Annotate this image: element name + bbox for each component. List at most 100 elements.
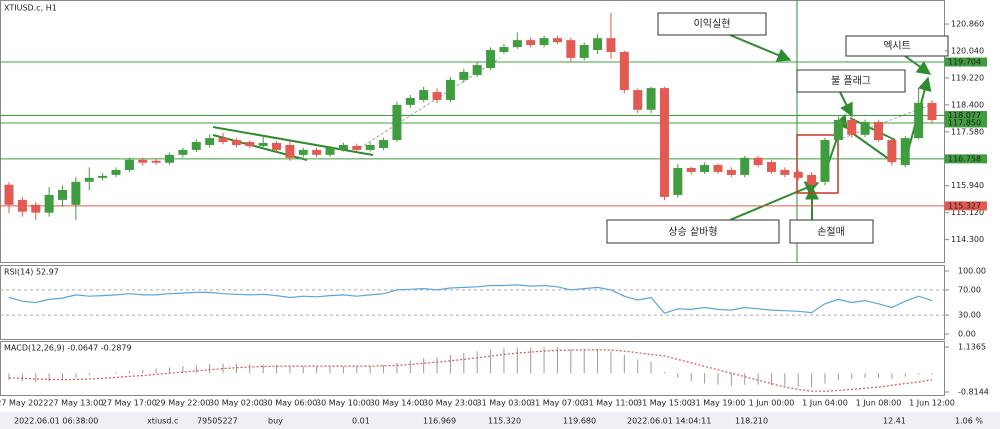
status-field: 2022.06.01 14:04:11	[627, 417, 711, 426]
y-tick-label: 30.00	[958, 311, 981, 320]
candle-body	[927, 102, 937, 121]
macd-title: MACD(12,26,9) -0.0647 -0.2879	[4, 344, 132, 353]
status-field: 79505227	[197, 417, 238, 426]
level-tag	[945, 201, 987, 211]
candle-body	[486, 49, 496, 69]
candle-body	[713, 165, 723, 172]
y-tick-label: -0.8144	[958, 388, 989, 397]
status-bar	[0, 412, 1000, 429]
candle-body	[245, 142, 255, 146]
candle-body	[526, 40, 536, 46]
candle-body	[285, 144, 295, 158]
candle-body	[566, 40, 576, 58]
x-tick-label: 30 May 06:00	[262, 399, 317, 408]
level-label: 118.077	[948, 111, 981, 120]
candle-body	[124, 159, 134, 170]
candle-body	[298, 149, 308, 155]
candle-body	[31, 204, 41, 213]
candle-body	[191, 142, 201, 150]
candle-body	[753, 157, 763, 166]
candle-body	[432, 92, 442, 100]
candle-body	[700, 165, 710, 172]
level-label: 117.850	[948, 118, 981, 127]
status-field: 115.320	[488, 417, 521, 426]
candle-body	[379, 140, 389, 148]
chart-title: XTIUSD.c, H1	[4, 4, 57, 13]
y-tick-label: 120.040	[951, 46, 984, 55]
candle-body	[766, 162, 776, 172]
status-field: 2022.06.01 06:38:00	[14, 417, 98, 426]
candle-body	[539, 38, 549, 46]
candle-body	[740, 157, 750, 175]
y-tick-label: 120.860	[951, 20, 984, 29]
annotation: 불 플래그	[831, 75, 871, 87]
candle-body	[847, 120, 857, 135]
status-field: 118.210	[735, 417, 768, 426]
level-tag	[945, 154, 987, 164]
candle-body	[4, 184, 14, 205]
level-tag	[945, 118, 987, 128]
annotations: 이익실현 엑시트 불 플래그 상승 샅바형 손절매	[606, 12, 949, 244]
candle-body	[726, 169, 736, 175]
rsi-title: RSI(14) 52.97	[4, 268, 59, 277]
candle-body	[111, 169, 121, 175]
candle-body	[17, 199, 27, 212]
candle-body	[58, 190, 68, 200]
candle-body	[272, 143, 282, 150]
candle-body	[579, 45, 589, 58]
candle-body	[900, 138, 910, 166]
annotation: 엑시트	[883, 40, 911, 52]
candle-body	[84, 177, 94, 182]
candle-body	[338, 144, 348, 150]
candle-body	[873, 121, 883, 141]
annotation: 손절매	[817, 225, 845, 238]
rsi-line	[8, 284, 933, 314]
y-tick-label: 1.1365	[958, 343, 986, 352]
status-field: xtiusd.c	[147, 417, 178, 426]
candle-body	[512, 40, 522, 48]
candle-body	[860, 121, 870, 135]
annotation: 상승 샅바형	[668, 226, 717, 238]
x-tick-label: 27 May 17:00	[102, 399, 157, 408]
candle-body	[98, 175, 108, 178]
pane-frames	[0, 0, 945, 396]
candle-body	[793, 171, 803, 178]
x-tick-label: 30 May 02:00	[209, 399, 264, 408]
candle-body	[914, 102, 924, 139]
candle-body	[445, 79, 455, 100]
x-tick-label: 30 May 23:00	[423, 399, 478, 408]
candle-body	[218, 138, 228, 143]
candle-body	[151, 160, 161, 163]
status-field: buy	[268, 417, 283, 426]
candle-body	[887, 140, 897, 163]
candle-body	[593, 38, 603, 50]
candle-body	[673, 167, 683, 195]
level-label: 119.704	[948, 58, 981, 67]
x-tick-label: 29 May 22:00	[155, 399, 210, 408]
level-tag	[945, 57, 987, 67]
candle-body	[419, 90, 429, 100]
level-label: 115.327	[948, 201, 981, 210]
x-tick-label: 27 May 13:00	[48, 399, 103, 408]
candle-body	[178, 149, 188, 155]
candle-body	[659, 88, 669, 197]
candle-body	[352, 145, 362, 150]
status-field: 116.969	[423, 417, 456, 426]
x-tick-label: 1 Jun 12:00	[909, 399, 955, 408]
annotation: 이익실현	[694, 18, 731, 30]
candle-body	[205, 138, 215, 145]
y-tick-label: 117.580	[951, 127, 984, 136]
candle-body	[405, 97, 415, 105]
candle-body	[258, 143, 268, 146]
candle-body	[807, 174, 817, 185]
candle-body	[780, 169, 790, 175]
x-tick-label: 31 May 15:00	[637, 399, 692, 408]
y-tick-label: 100.00	[958, 267, 986, 276]
y-tick-label: 119.220	[951, 73, 984, 82]
candle-body	[472, 65, 482, 75]
y-tick-label: 115.940	[951, 181, 984, 190]
y-tick-label: 70.00	[958, 285, 981, 294]
candle-body	[606, 38, 616, 52]
candle-body	[633, 90, 643, 110]
